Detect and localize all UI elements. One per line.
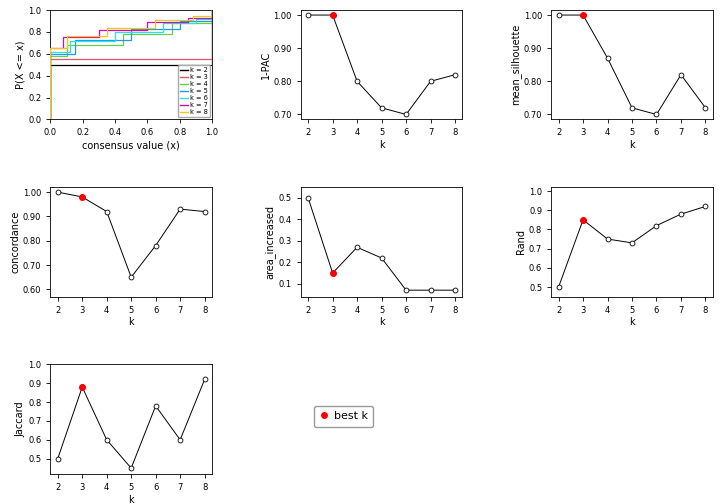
Legend: best k: best k bbox=[314, 406, 373, 427]
Y-axis label: concordance: concordance bbox=[10, 211, 20, 273]
X-axis label: k: k bbox=[379, 318, 384, 328]
X-axis label: k: k bbox=[128, 318, 134, 328]
Y-axis label: Jaccard: Jaccard bbox=[15, 401, 25, 437]
X-axis label: consensus value (x): consensus value (x) bbox=[82, 140, 180, 150]
Y-axis label: P(X <= x): P(X <= x) bbox=[15, 40, 25, 89]
X-axis label: k: k bbox=[379, 140, 384, 150]
X-axis label: k: k bbox=[629, 318, 635, 328]
X-axis label: k: k bbox=[629, 140, 635, 150]
Y-axis label: Rand: Rand bbox=[516, 229, 526, 255]
Y-axis label: mean_silhouette: mean_silhouette bbox=[510, 24, 521, 105]
Legend: k = 2, k = 3, k = 4, k = 5, k = 6, k = 7, k = 8: k = 2, k = 3, k = 4, k = 5, k = 6, k = 7… bbox=[178, 66, 210, 117]
Y-axis label: 1-PAC: 1-PAC bbox=[261, 50, 271, 79]
Y-axis label: area_increased: area_increased bbox=[265, 205, 276, 279]
X-axis label: k: k bbox=[128, 494, 134, 504]
